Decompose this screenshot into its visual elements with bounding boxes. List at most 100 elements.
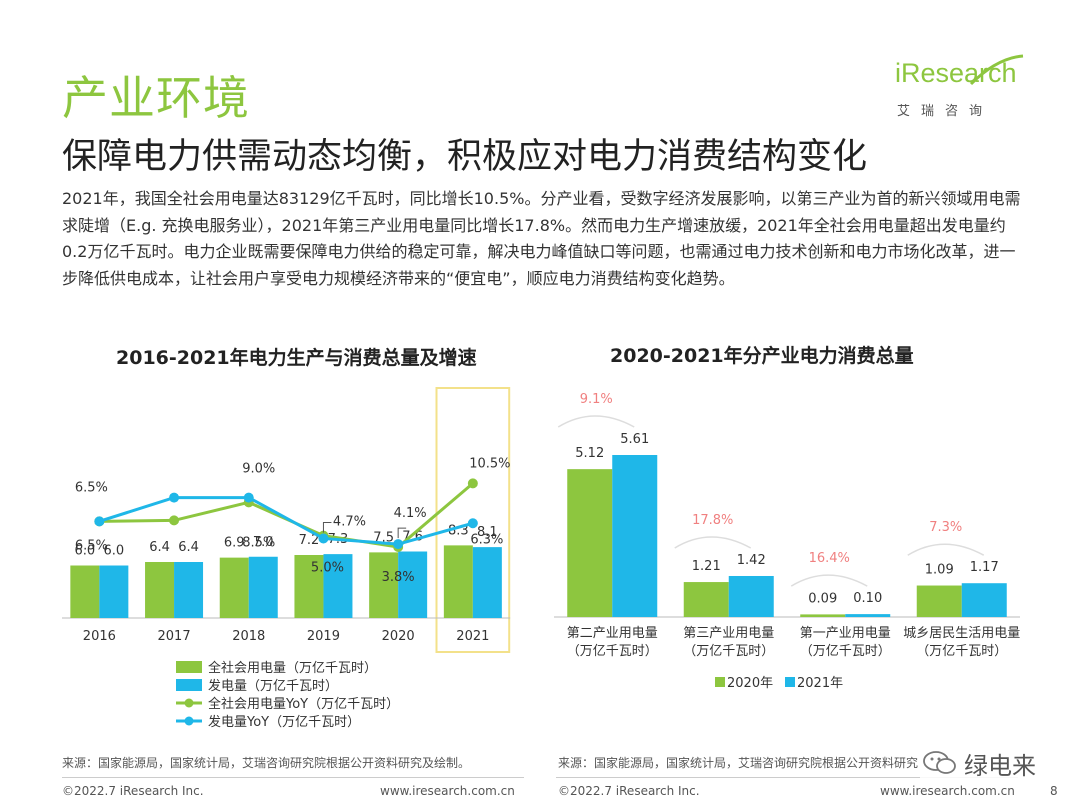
copyright-left: ©2022.7 iResearch Inc. — [62, 784, 204, 798]
x-tick-0-line2: （万亿千瓦时） — [567, 644, 658, 659]
bar-consumption-2020 — [369, 552, 399, 618]
bar-label-consumption-2018: 6.9 — [224, 536, 245, 551]
yoy-label-generation-2020: 4.1% — [394, 506, 427, 521]
bar-consumption-2016 — [70, 565, 100, 618]
growth-arc-0 — [557, 415, 635, 428]
yoy-point-generation-2019 — [318, 533, 329, 544]
bar-label-2021年-0: 5.61 — [620, 432, 649, 447]
yoy-label-generation-2021: 6.3% — [470, 532, 503, 547]
bar-generation-2018 — [248, 556, 278, 618]
legend-label-2: 全社会用电量YoY（万亿千瓦时） — [208, 696, 399, 712]
bar-consumption-2021 — [443, 545, 473, 618]
x-tick-1-line1: 第三产业用电量 — [683, 626, 774, 641]
x-tick-2020: 2020 — [382, 629, 415, 644]
yoy-point-generation-2017 — [169, 492, 180, 503]
yoy-point-generation-2021 — [467, 518, 478, 529]
x-tick-2021: 2021 — [456, 629, 489, 644]
bar-label-consumption-2019: 7.2 — [299, 533, 320, 548]
bar-2020年-1 — [683, 582, 729, 617]
bar-label-generation-2018: 7.0 — [253, 535, 274, 550]
bar-label-2020年-3: 1.09 — [925, 563, 954, 578]
watermark: 绿电来 — [920, 744, 1070, 780]
legend-swatch-1 — [785, 677, 795, 687]
bar-label-2020年-1: 1.21 — [692, 559, 721, 574]
highlight-box-2021 — [435, 387, 511, 653]
source-note-right: 来源：国家能源局，国家统计局，艾瑞咨询研究院根据公开资料研究 — [558, 756, 919, 770]
yoy-label-consumption-2021: 10.5% — [469, 456, 510, 471]
leader-line-2019 — [322, 521, 332, 533]
x-tick-2018: 2018 — [232, 629, 265, 644]
right-chart-title: 2020-2021年分产业电力消费总量 — [610, 345, 914, 367]
bar-consumption-2017 — [145, 562, 175, 618]
bar-label-generation-2017: 6.4 — [178, 540, 199, 555]
yoy-point-consumption-2021 — [467, 478, 478, 489]
growth-label-1: 17.8% — [692, 513, 733, 528]
bar-generation-2020 — [398, 551, 428, 618]
bar-label-2020年-0: 5.12 — [575, 446, 604, 461]
bar-consumption-2018 — [219, 557, 249, 618]
yoy-label-consumption-2019: 5.0% — [311, 561, 344, 576]
yoy-point-consumption-2017 — [169, 515, 180, 526]
section-title: 产业环境 — [62, 71, 250, 125]
bar-2021年-1 — [728, 575, 774, 617]
logo-subtitle: 艾瑞咨询 — [897, 104, 994, 119]
legend-label-3: 发电量YoY（万亿千瓦时） — [208, 714, 360, 730]
website-left: www.iresearch.com.cn — [380, 784, 515, 798]
bar-2021年-2 — [845, 614, 891, 617]
growth-arc-3 — [907, 543, 985, 556]
bar-2021年-3 — [961, 583, 1007, 617]
bar-generation-2016 — [99, 565, 129, 618]
legend-marker-2 — [184, 698, 194, 708]
wechat-icon — [923, 751, 956, 774]
bar-label-consumption-2016: 6.0 — [75, 544, 96, 559]
x-tick-0-line1: 第二产业用电量 — [567, 626, 658, 641]
bar-label-2020年-2: 0.09 — [808, 591, 837, 606]
yoy-point-generation-2018 — [243, 492, 254, 503]
source-note-left: 来源：国家能源局，国家统计局，艾瑞咨询研究院根据公开资料研究及绘制。 — [62, 756, 471, 770]
x-tick-2019: 2019 — [307, 629, 340, 644]
iresearch-logo: iResearch 艾瑞咨询 — [895, 54, 1025, 119]
website-right: www.iresearch.com.cn — [880, 784, 1015, 798]
x-tick-1-line2: （万亿千瓦时） — [683, 644, 774, 659]
yoy-label-consumption-2018: 8.5% — [242, 535, 275, 550]
growth-label-3: 7.3% — [929, 520, 962, 535]
yoy-label-consumption-2016: 6.5% — [75, 538, 108, 553]
bar-label-2021年-3: 1.17 — [970, 560, 999, 575]
yoy-point-generation-2016 — [94, 516, 105, 527]
bar-label-consumption-2017: 6.4 — [149, 540, 170, 555]
yoy-line-generation — [98, 496, 474, 546]
bar-label-2021年-1: 1.42 — [737, 553, 766, 568]
bar-label-generation-2021: 8.1 — [477, 525, 498, 540]
bar-label-2021年-2: 0.10 — [853, 591, 882, 606]
leader-line-2020 — [397, 527, 407, 539]
x-tick-3-line2: （万亿千瓦时） — [916, 644, 1007, 659]
watermark-text: 绿电来 — [964, 752, 1036, 780]
bar-consumption-2019 — [294, 555, 324, 618]
legend-label-0: 全社会用电量（万亿千瓦时） — [208, 660, 377, 676]
yoy-label-consumption-2020: 3.8% — [382, 570, 415, 585]
bar-2020年-0 — [567, 469, 613, 617]
yoy-point-generation-2020 — [393, 539, 404, 550]
growth-label-0: 9.1% — [580, 392, 613, 407]
x-tick-2017: 2017 — [158, 629, 191, 644]
yoy-label-generation-2019: 4.7% — [333, 514, 366, 529]
legend-swatch-0 — [715, 677, 725, 687]
right-chart: 5.12 5.61 9.1% 第二产业用电量 （万亿千瓦时） 1.21 1.42 17.8% 第… — [554, 392, 1020, 691]
legend-label-1: 2021年 — [797, 676, 843, 691]
bar-2020年-3 — [916, 585, 962, 617]
yoy-label-generation-2016: 6.5% — [75, 480, 108, 495]
x-tick-2016: 2016 — [83, 629, 116, 644]
legend-swatch-1 — [176, 679, 202, 691]
bar-2020年-2 — [800, 614, 846, 617]
copyright-right: ©2022.7 iResearch Inc. — [558, 784, 700, 798]
left-chart-title: 2016-2021年电力生产与消费总量及增速 — [116, 347, 477, 369]
page-headline: 保障电力供需动态均衡，积极应对电力消费结构变化 — [62, 137, 868, 177]
bar-generation-2017 — [174, 562, 204, 618]
x-tick-2-line1: 第一产业用电量 — [800, 626, 891, 641]
legend-label-1: 发电量（万亿千瓦时） — [208, 678, 338, 694]
bar-2021年-0 — [612, 455, 658, 617]
growth-arc-2 — [790, 574, 868, 587]
legend-marker-3 — [184, 716, 194, 726]
footer-divider-left — [62, 777, 524, 778]
